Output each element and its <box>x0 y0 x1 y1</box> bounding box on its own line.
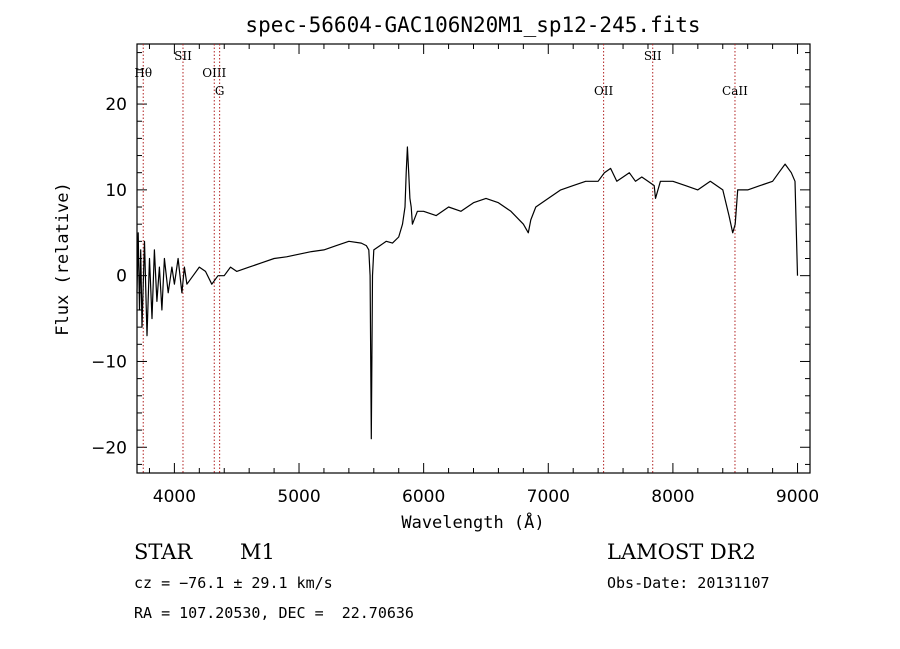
line-marker-label: OIII <box>202 66 226 80</box>
y-axis-label: Flux (relative) <box>53 182 73 336</box>
line-marker-label: SII <box>174 49 192 63</box>
plot-frame <box>136 43 811 474</box>
spectrum-line <box>136 146 799 440</box>
spectrum-series <box>136 146 799 440</box>
survey-name: LAMOST DR2 <box>607 540 756 564</box>
object-type: STAR <box>134 540 193 564</box>
spectral-line-markers: Hθ SII OIII G OII SII CaII <box>134 44 748 473</box>
line-marker-label: Hθ <box>134 66 152 80</box>
axis-ticks <box>137 44 810 473</box>
x-tick-labels: 4000 5000 6000 7000 8000 9000 <box>153 487 819 507</box>
y-tick-label: 20 <box>105 95 127 115</box>
line-marker-label: OII <box>594 84 614 98</box>
y-tick-label: 10 <box>105 181 127 201</box>
line-marker-label: G <box>215 84 225 98</box>
observation-date: Obs-Date: 20131107 <box>607 574 770 592</box>
x-tick-label: 7000 <box>527 487 570 507</box>
y-tick-labels: −20 −10 0 10 20 <box>91 95 127 458</box>
y-tick-label: 0 <box>116 267 127 287</box>
x-tick-label: 8000 <box>651 487 694 507</box>
x-tick-label: 6000 <box>402 487 445 507</box>
coordinates: RA = 107.20530, DEC = 22.70636 <box>134 604 414 622</box>
line-marker-label: CaII <box>722 84 748 98</box>
x-tick-label: 9000 <box>776 487 819 507</box>
object-subclass: M1 <box>240 540 275 564</box>
y-tick-label: −20 <box>91 438 127 458</box>
x-axis-label: Wavelength (Å) <box>401 511 544 533</box>
x-tick-label: 4000 <box>153 487 196 507</box>
y-tick-label: −10 <box>91 352 127 372</box>
line-marker-label: SII <box>644 49 662 63</box>
x-tick-label: 5000 <box>277 487 320 507</box>
redshift-velocity: cz = −76.1 ± 29.1 km/s <box>134 574 333 592</box>
chart-title: spec-56604-GAC106N20M1_sp12-245.fits <box>245 13 700 37</box>
